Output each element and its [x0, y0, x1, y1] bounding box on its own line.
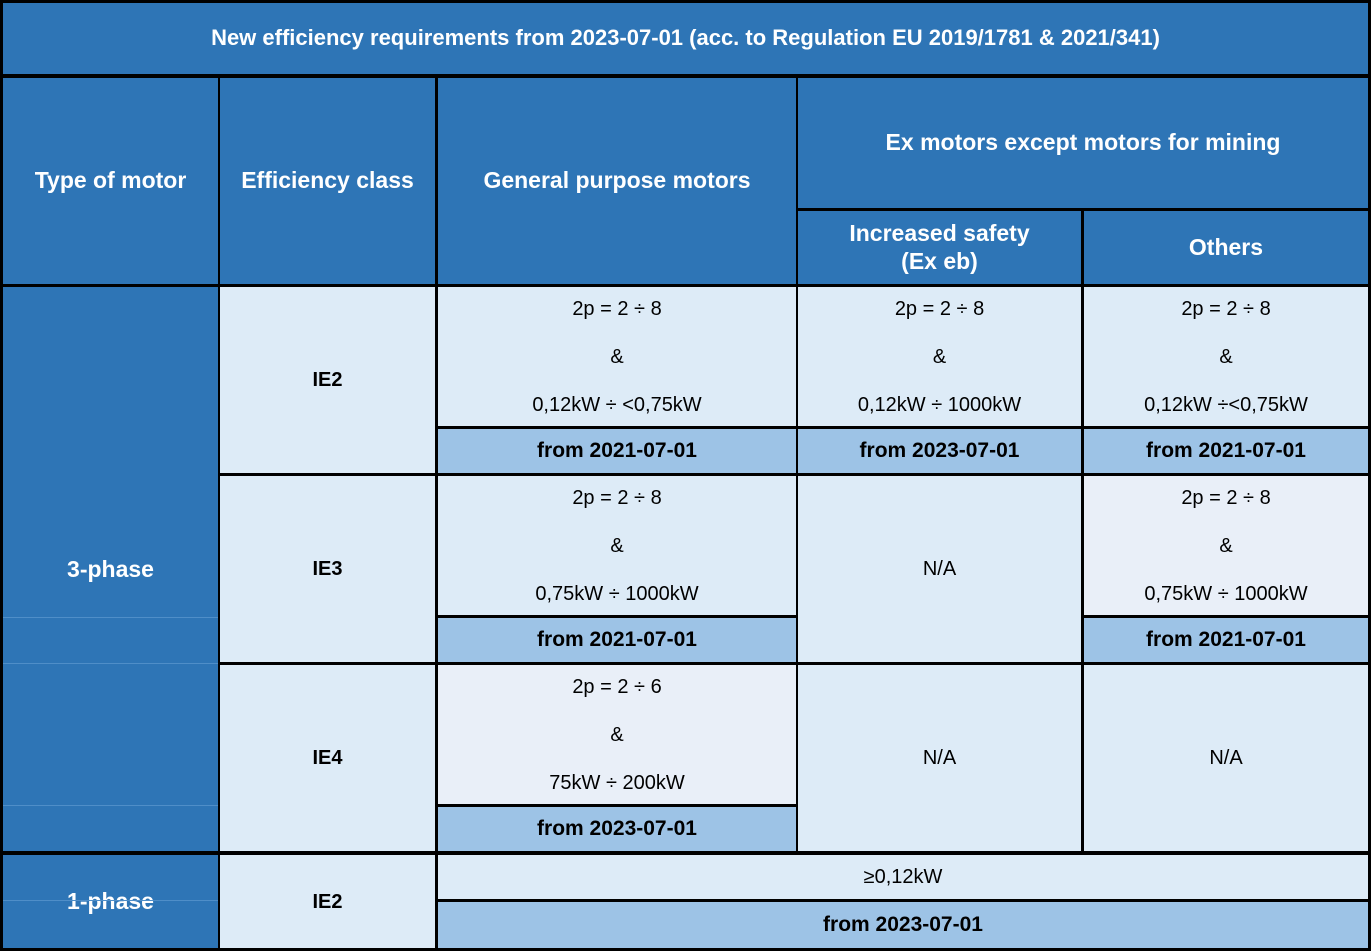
spec-line: & — [932, 345, 947, 368]
divider — [3, 805, 218, 806]
divider — [3, 663, 218, 664]
one-phase-power: ≥0,12kW — [438, 855, 1368, 899]
spec-line: 75kW ÷ 200kW — [549, 771, 685, 794]
three-phase-label-text: 3-phase — [67, 555, 154, 582]
spec-line: 0,12kW ÷ 1000kW — [857, 393, 1022, 416]
others-ie2-spec: 2p = 2 ÷ 8 & 0,12kW ÷<0,75kW — [1084, 287, 1368, 426]
efficiency-class-1phase-ie2: IE2 — [220, 855, 435, 948]
spec-line: 2p = 2 ÷ 6 — [572, 675, 662, 698]
ex-eb-ie2-spec: 2p = 2 ÷ 8 & 0,12kW ÷ 1000kW — [798, 287, 1081, 426]
header-efficiency-class: Efficiency class — [220, 78, 435, 284]
table-title: New efficiency requirements from 2023-07… — [3, 3, 1368, 74]
general-ie4-spec: 2p = 2 ÷ 6 & 75kW ÷ 200kW — [438, 665, 796, 804]
one-phase-date: from 2023-07-01 — [438, 902, 1368, 948]
spec-line: & — [610, 534, 624, 557]
efficiency-class-ie4: IE4 — [220, 665, 435, 851]
general-ie4-date: from 2023-07-01 — [438, 807, 796, 851]
ex-eb-ie3-na: N/A — [798, 476, 1081, 662]
header-others: Others — [1084, 211, 1368, 284]
others-ie3-spec: 2p = 2 ÷ 8 & 0,75kW ÷ 1000kW — [1084, 476, 1368, 615]
general-ie2-spec: 2p = 2 ÷ 8 & 0,12kW ÷ <0,75kW — [438, 287, 796, 426]
spec-line: & — [610, 723, 624, 746]
spec-line: 0,75kW ÷ 1000kW — [535, 582, 699, 605]
general-ie3-spec: 2p = 2 ÷ 8 & 0,75kW ÷ 1000kW — [438, 476, 796, 615]
efficiency-class-ie2: IE2 — [220, 287, 435, 473]
spec-line: 2p = 2 ÷ 8 — [894, 297, 985, 320]
others-ie3-date: from 2021-07-01 — [1084, 618, 1368, 662]
header-increased-safety: Increased safety (Ex eb) — [798, 211, 1081, 284]
general-ie3-date: from 2021-07-01 — [438, 618, 796, 662]
spec-line: & — [1219, 345, 1233, 368]
spec-line: 2p = 2 ÷ 8 — [1181, 486, 1271, 509]
header-ex-motors: Ex motors except motors for mining — [798, 78, 1368, 208]
spec-line: 0,12kW ÷ <0,75kW — [532, 393, 702, 416]
spec-line: & — [1219, 534, 1233, 557]
spec-line: 2p = 2 ÷ 8 — [572, 297, 662, 320]
header-increased-safety-line-2: (Ex eb) — [901, 247, 978, 274]
ex-eb-ie2-date: from 2023-07-01 — [798, 429, 1081, 473]
one-phase-label: 1-phase — [3, 855, 218, 948]
ex-eb-ie4-na: N/A — [798, 665, 1081, 851]
one-phase-label-text: 1-phase — [67, 888, 154, 914]
spec-line: 0,75kW ÷ 1000kW — [1144, 582, 1308, 605]
spec-line: 2p = 2 ÷ 8 — [1181, 297, 1271, 320]
spec-line: 0,12kW ÷<0,75kW — [1144, 393, 1308, 416]
three-phase-label: 3-phase — [3, 287, 218, 851]
header-type-of-motor: Type of motor — [3, 78, 218, 284]
others-ie4-na: N/A — [1084, 665, 1368, 851]
spec-line: 2p = 2 ÷ 8 — [572, 486, 662, 509]
efficiency-class-ie3: IE3 — [220, 476, 435, 662]
general-ie2-date: from 2021-07-01 — [438, 429, 796, 473]
others-ie2-date: from 2021-07-01 — [1084, 429, 1368, 473]
header-general-purpose-motors: General purpose motors — [438, 78, 796, 284]
spec-line: & — [610, 345, 624, 368]
header-increased-safety-line-1: Increased safety — [849, 219, 1030, 246]
divider — [3, 900, 218, 901]
divider — [3, 617, 218, 618]
